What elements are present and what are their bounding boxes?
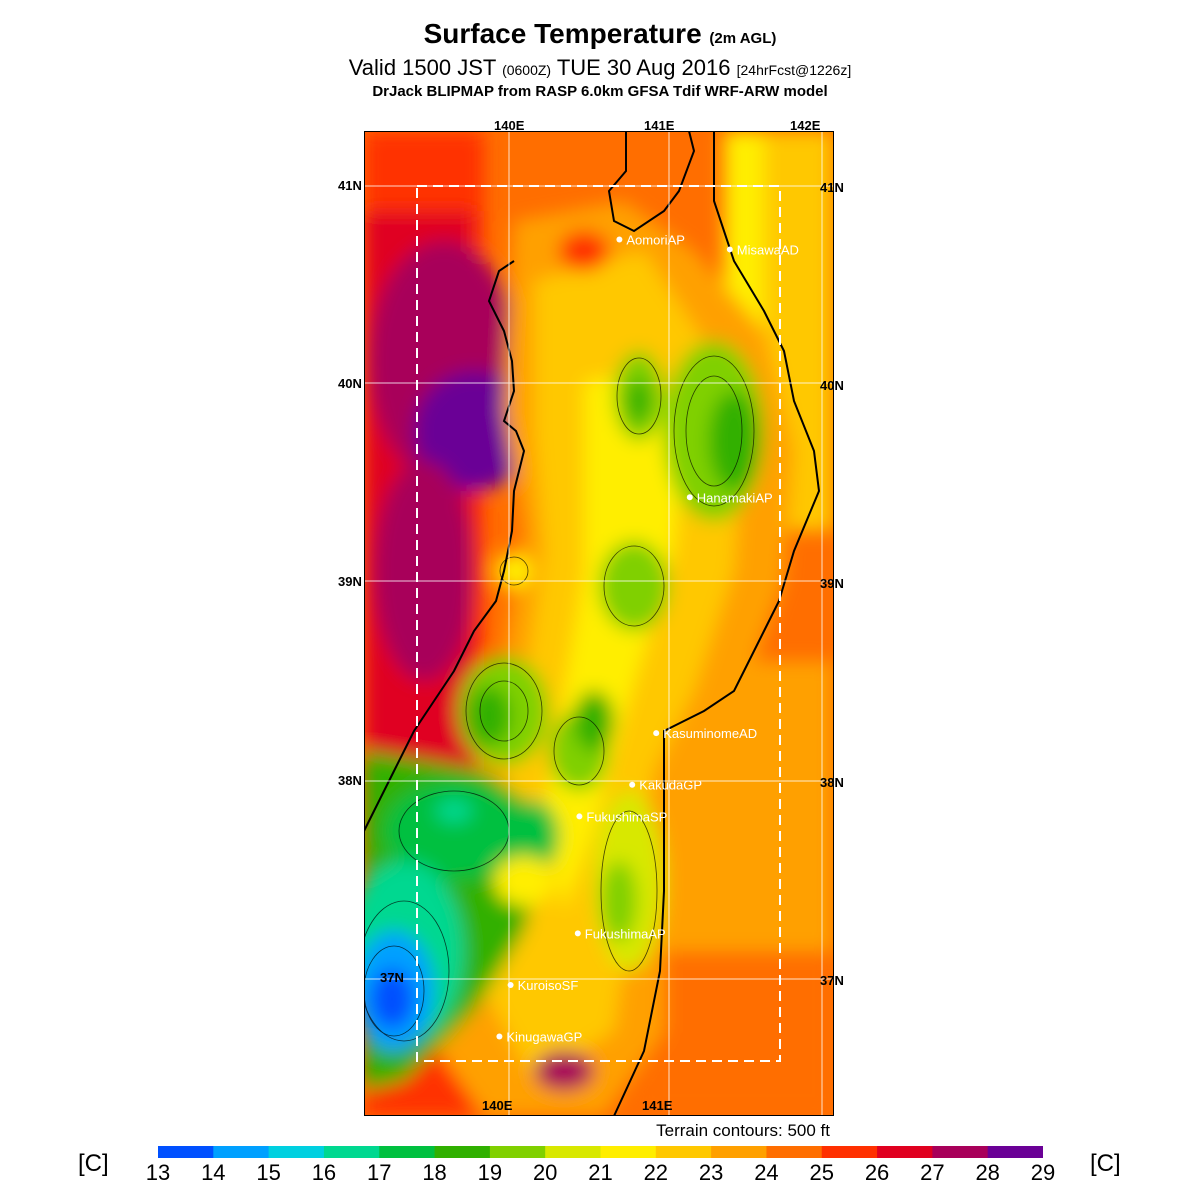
lat-label-right-39: 39N (820, 576, 844, 591)
station-marker (629, 781, 636, 788)
station-marker (616, 236, 623, 243)
colorbar-tick: 24 (754, 1160, 779, 1185)
colorbar-segment (489, 1146, 546, 1158)
lon-label-bottom-141: 141E (642, 1098, 673, 1113)
forecast-info: [24hrFcst@1226z] (736, 62, 852, 78)
colorbar (158, 1146, 1043, 1158)
colorbar-tick: 15 (256, 1160, 281, 1185)
lat-label-right-41: 41N (820, 180, 844, 195)
station-marker (574, 930, 581, 937)
colorbar-segment (711, 1146, 767, 1158)
valid-time: Valid 1500 JST (0600Z) TUE 30 Aug 2016 [… (0, 55, 1200, 81)
station-marker (726, 246, 733, 253)
lat-label-left-38: 38N (338, 773, 362, 788)
temperature-map: AomoriAP MisawaAD HanamakiAP KasuminomeAD Ka… (364, 131, 834, 1116)
station-label: FukushimaAP (585, 926, 666, 941)
colorbar-segment (213, 1146, 270, 1158)
colorbar-segment (158, 1146, 214, 1158)
valid-prefix: Valid 1500 JST (348, 55, 496, 80)
station-label: KasuminomeAD (663, 726, 757, 741)
colorbar-segment (766, 1146, 823, 1158)
station-marker (496, 1033, 503, 1040)
station-marker (576, 813, 583, 820)
colorbar-tick: 14 (201, 1160, 226, 1185)
station-label: KinugawaGP (506, 1029, 582, 1044)
station-label: AomoriAP (626, 233, 685, 248)
lat-label-right-40: 40N (820, 378, 844, 393)
station-marker (686, 494, 693, 501)
colorbar-tick: 20 (532, 1160, 558, 1185)
colorbar-segment (821, 1146, 878, 1158)
colorbar-tick: 25 (809, 1160, 834, 1185)
terrain-note: Terrain contours: 500 ft (656, 1121, 830, 1140)
colorbar-tick: 23 (698, 1160, 724, 1185)
colorbar-tick: 28 (975, 1160, 1000, 1185)
valid-zulu: (0600Z) (502, 62, 552, 78)
lat-label-left-39: 39N (338, 574, 362, 589)
colorbar-tick: 21 (588, 1160, 613, 1185)
lat-label-left-40: 40N (338, 376, 362, 391)
lon-label-top-142: 142E (790, 118, 821, 133)
unit-right: [C] (1090, 1150, 1121, 1177)
colorbar-tick: 22 (643, 1160, 669, 1185)
colorbar-segment (655, 1146, 712, 1158)
colorbar-segment (877, 1146, 933, 1158)
colorbar-tick: 16 (311, 1160, 337, 1185)
station-label: FukushimaSP (586, 809, 667, 824)
colorbar-segment (379, 1146, 436, 1158)
chart-title: Surface Temperature (2m AGL) (0, 18, 1200, 50)
colorbar-segment (545, 1146, 601, 1158)
station-label: KakudaGP (639, 778, 702, 793)
lon-label-bottom-140: 140E (482, 1098, 513, 1113)
station-marker (653, 730, 660, 737)
colorbar-tick: 29 (1030, 1160, 1056, 1185)
unit-left: [C] (78, 1150, 109, 1177)
colorbar-segment (987, 1146, 1043, 1158)
station-marker (507, 981, 514, 988)
lon-label-top-140: 140E (494, 118, 525, 133)
colorbar-segment (932, 1146, 989, 1158)
colorbar-tick: 13 (145, 1160, 171, 1185)
valid-date: TUE 30 Aug 2016 (556, 55, 731, 80)
lat-label-left-37: 37N (380, 970, 404, 985)
colorbar-segment (600, 1146, 657, 1158)
title-suffix: (2m AGL) (709, 30, 777, 47)
colorbar-tick: 27 (920, 1160, 945, 1185)
station-label: MisawaAD (737, 242, 799, 257)
colorbar-tick: 17 (367, 1160, 392, 1185)
colorbar-segment (268, 1146, 325, 1158)
station-label: HanamakiAP (697, 490, 773, 505)
model-description: DrJack BLIPMAP from RASP 6.0km GFSA Tdif… (372, 83, 828, 100)
station-label: KuroisoSF (518, 978, 579, 993)
colorbar-tick: 18 (422, 1160, 447, 1185)
colorbar-segment (434, 1146, 491, 1158)
title-text: Surface Temperature (423, 18, 702, 49)
lat-label-right-38: 38N (820, 775, 844, 790)
lat-label-left-41: 41N (338, 178, 362, 193)
lon-label-top-141: 141E (644, 118, 675, 133)
colorbar-segment (323, 1146, 380, 1158)
colorbar-tick: 26 (864, 1160, 890, 1185)
colorbar-tick: 19 (477, 1160, 503, 1185)
lat-label-right-37: 37N (820, 973, 844, 988)
